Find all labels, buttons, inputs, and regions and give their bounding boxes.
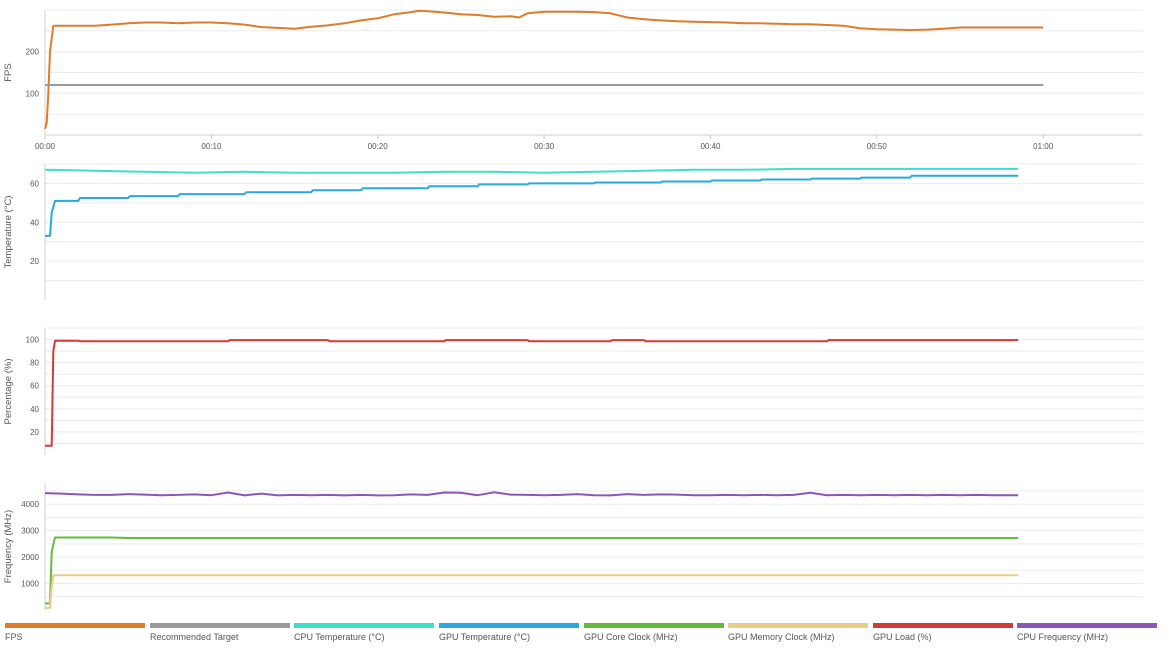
y-tick-label: 40 [30,218,39,227]
series-line-cpu-temperature-c [44,167,1019,174]
legend-item-cpu-frequency[interactable]: CPU Frequency (MHz) [1017,623,1157,653]
y-tick-label: 100 [26,336,40,345]
y-axis-label: Frequency (MHz) [3,510,14,583]
series-line-fps [44,9,1044,130]
legend-label-cpu-frequency: CPU Frequency (MHz) [1017,632,1109,642]
y-tick-label: 20 [30,428,39,437]
legend-label-recommended-target: Recommended Target [150,632,239,642]
chart-panel-2: 20 40 60 Temperature (°C) [3,163,1143,300]
legend: FPS Recommended Target CPU Temperature (… [5,623,1165,653]
legend-label-gpu-temperature: GPU Temperature (°C) [439,632,530,642]
legend-label-cpu-temperature: CPU Temperature (°C) [294,632,385,642]
y-tick-label: 4000 [21,500,39,509]
x-tick-label: 00:50 [867,142,888,151]
x-tick-label: 00:10 [201,142,222,151]
legend-item-fps[interactable]: FPS [5,623,145,653]
series-line-gpu-memory-clock-mhz [45,574,1019,609]
y-tick-label: 20 [30,257,39,266]
x-tick-label: 01:00 [1033,142,1054,151]
x-tick-label: 00:30 [534,142,555,151]
legend-swatch-recommended-target [150,623,290,628]
y-axis-label: Percentage (%) [3,358,14,424]
legend-item-gpu-load[interactable]: GPU Load (%) [873,623,1013,653]
y-tick-label: 40 [30,405,39,414]
chart-panel-4: 1000 2000 3000 4000 Frequency (MHz) [3,483,1143,610]
y-tick-label: 80 [30,359,39,368]
legend-swatch-gpu-load [873,623,1013,628]
charts-canvas: 100 200 FPS 00:00 00:10 00:20 00:30 00:40 00:50 0… [3,9,1143,610]
legend-label-gpu-load: GPU Load (%) [873,632,932,642]
series-line-gpu-load [45,339,1019,447]
y-tick-label: 60 [30,179,39,188]
y-tick-label: 100 [26,89,40,98]
y-axis-label: FPS [3,63,14,81]
legend-swatch-cpu-temperature [294,623,434,628]
series-line-gpu-temperature-c [45,174,1019,237]
series-line-cpu-frequency-mhz [44,491,1019,497]
legend-swatch-cpu-frequency [1017,623,1157,628]
y-tick-label: 200 [26,48,40,57]
legend-label-gpu-memory-clock: GPU Memory Clock (MHz) [728,632,835,642]
chart-panel-3: 20 40 60 80 100 Percentage (%) [3,327,1143,455]
chart-panel-1: 100 200 FPS 00:00 00:10 00:20 00:30 00:40 00:50 0… [3,9,1143,151]
y-tick-label: 2000 [21,553,39,562]
x-tick-label: 00:00 [35,142,56,151]
legend-label-gpu-core-clock: GPU Core Clock (MHz) [584,632,678,642]
legend-swatch-fps [5,623,145,628]
y-tick-label: 1000 [21,580,39,589]
legend-swatch-gpu-memory-clock [728,623,868,628]
y-tick-label: 60 [30,382,39,391]
y-axis-label: Temperature (°C) [3,196,14,269]
legend-swatch-gpu-core-clock [584,623,724,628]
legend-item-gpu-temperature[interactable]: GPU Temperature (°C) [439,623,579,653]
legend-swatch-gpu-temperature [439,623,579,628]
legend-item-cpu-temperature[interactable]: CPU Temperature (°C) [294,623,434,653]
legend-item-gpu-memory-clock[interactable]: GPU Memory Clock (MHz) [728,623,868,653]
x-tick-label: 00:20 [368,142,389,151]
legend-item-recommended-target[interactable]: Recommended Target [150,623,290,653]
legend-item-gpu-core-clock[interactable]: GPU Core Clock (MHz) [584,623,724,653]
legend-label-fps: FPS [5,632,23,642]
x-tick-label: 00:40 [700,142,721,151]
y-tick-label: 3000 [21,527,39,536]
